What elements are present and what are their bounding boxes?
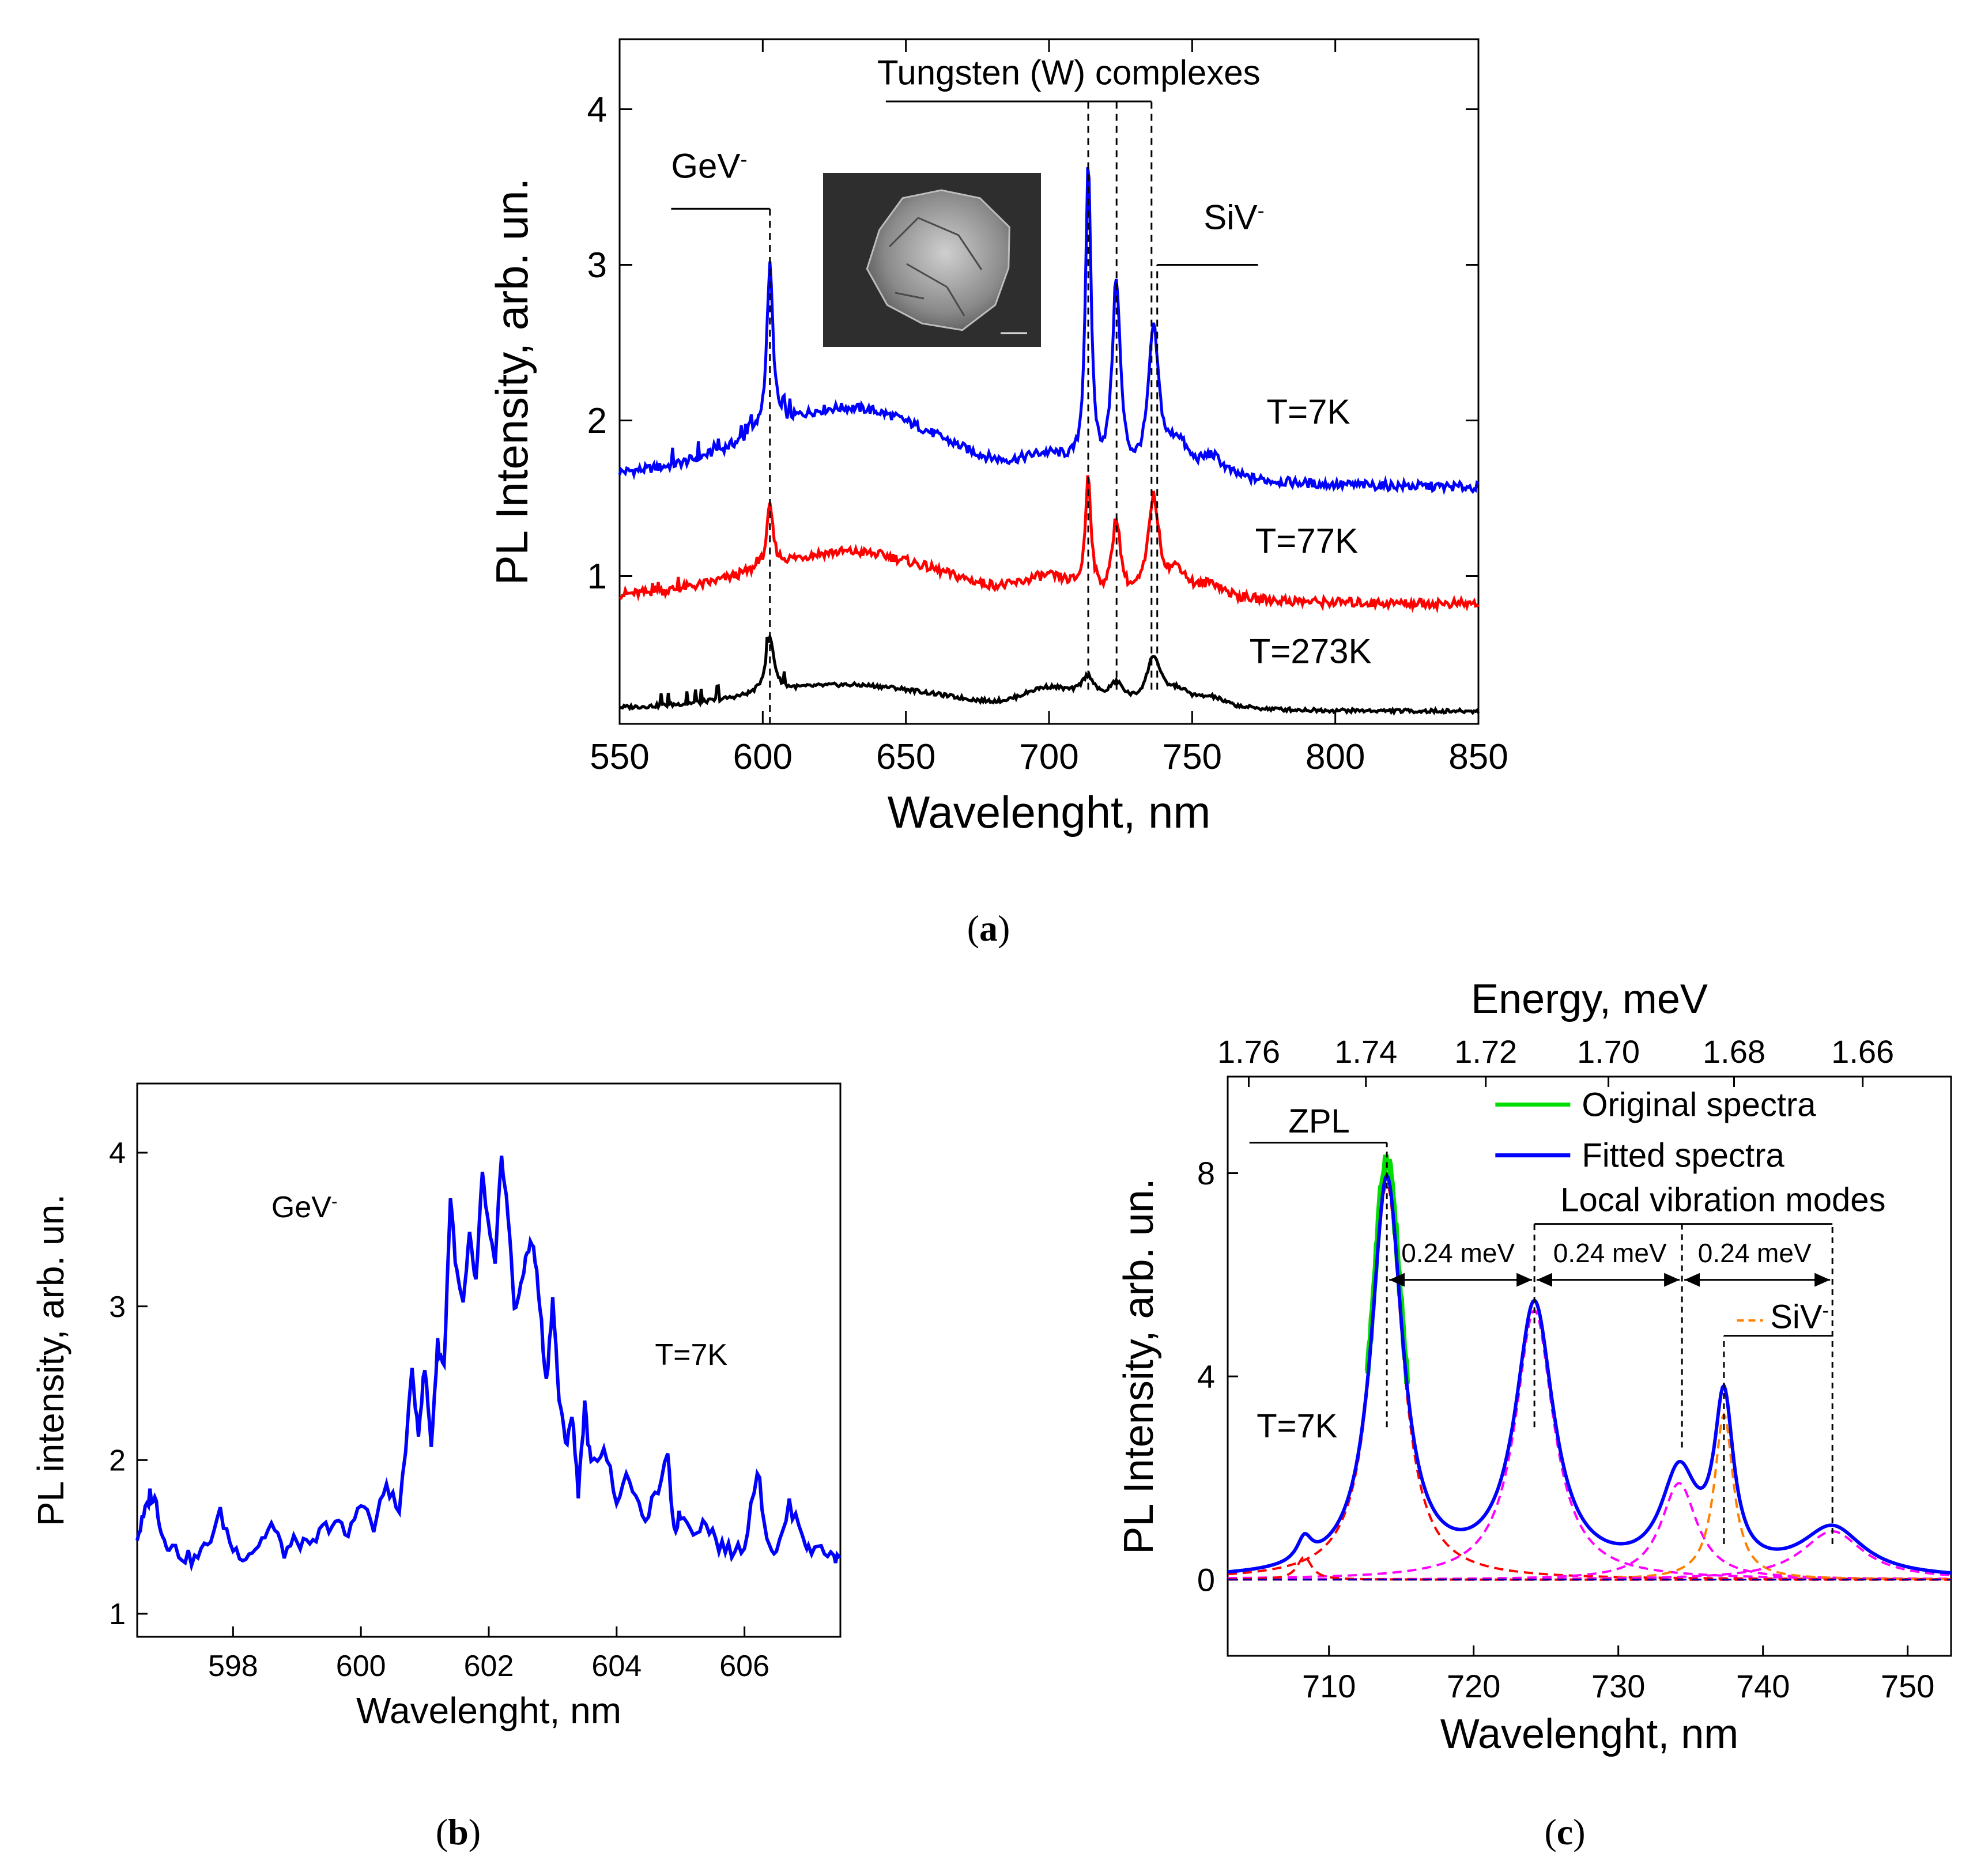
series-line-T=7K — [618, 167, 1480, 496]
crystal-facet — [957, 235, 983, 270]
y-tick-label: 1 — [587, 557, 607, 597]
y-tick-label: 2 — [109, 1444, 126, 1478]
x-tick-label: 550 — [590, 737, 649, 777]
y-tick-label: 4 — [109, 1137, 126, 1170]
x-tick-label: 650 — [876, 737, 935, 777]
crystal-facet — [906, 263, 948, 288]
panel-b-chart: 598 600 602 604 606 1 2 3 4 Wavelenght, nm PL inte… — [30, 1082, 842, 1731]
annotation-label: Tungsten (W) complexes — [877, 53, 1261, 92]
x-tick-label: 740 — [1736, 1668, 1790, 1704]
annotation-label: 0.24 meV — [1401, 1238, 1515, 1268]
series-line-T=7K — [135, 1155, 842, 1572]
annotation-label: T=77K — [1255, 522, 1358, 560]
x-tick-label: 710 — [1302, 1668, 1356, 1704]
annotation-label: T=7K — [1257, 1407, 1338, 1445]
annotation-label: SiV- — [1203, 198, 1264, 236]
x-tick-label: 720 — [1447, 1668, 1500, 1704]
series-line-T=77K — [619, 475, 1480, 614]
y-tick-label: 4 — [1197, 1358, 1215, 1395]
panel-c-chart: 710 720 730 740 750 0 4 8 Wavelenght, nm PL Inten… — [1116, 976, 1952, 1757]
legend: Original spectra Fitted spectra — [1495, 1086, 1816, 1175]
x-tick-label: 598 — [208, 1649, 258, 1683]
plot-frame — [618, 38, 1480, 725]
x-tick-label: 600 — [733, 737, 793, 777]
annotation-label: Local vibration modes — [1560, 1182, 1885, 1219]
x2-tick-label: 1.76 — [1217, 1033, 1280, 1070]
x2-tick-label: 1.72 — [1454, 1033, 1517, 1070]
x2-axis-label: Energy, meV — [1471, 976, 1708, 1022]
x2-tick-label: 1.74 — [1334, 1033, 1397, 1070]
y-tick-label: 0 — [1197, 1561, 1215, 1598]
y-axis-label: PL intensity, arb. un. — [30, 1194, 71, 1526]
series-line-fitted — [1227, 1172, 1952, 1575]
inset-sem-image — [823, 173, 1041, 347]
y-axis-label: PL Intensity, arb. un. — [1116, 1178, 1162, 1554]
x2-tick-label: 1.68 — [1703, 1033, 1765, 1070]
caption-c: (c) — [1544, 1811, 1585, 1852]
legend-label-original: Original spectra — [1582, 1086, 1816, 1123]
crystal-facet — [918, 217, 959, 236]
legend-label-fitted: Fitted spectra — [1582, 1137, 1784, 1175]
x-tick-label: 700 — [1019, 737, 1078, 777]
x-axis-label: Wavelenght, nm — [356, 1690, 621, 1731]
annotation-label: GeV- — [271, 1191, 337, 1224]
panel-a-chart: 550 600 650 700 750 800 850 1 2 3 4 Wavelenght, nm P… — [486, 38, 1508, 837]
annotation-label: T=273K — [1250, 632, 1372, 671]
x-tick-label: 750 — [1881, 1668, 1934, 1704]
crystal-facet — [946, 286, 965, 316]
x2-tick-label: 1.70 — [1577, 1033, 1640, 1070]
annotation-label: ZPL — [1288, 1103, 1349, 1140]
x2-tick-label: 1.66 — [1831, 1033, 1894, 1070]
x-tick-label: 606 — [719, 1649, 769, 1683]
y-tick-label: 3 — [109, 1290, 126, 1324]
annotation-label: T=7K — [1266, 392, 1350, 431]
x-tick-label: 850 — [1448, 737, 1508, 777]
y-tick-label: 4 — [587, 90, 607, 130]
annotation-label: GeV- — [671, 146, 747, 185]
annotation-label: 0.24 meV — [1698, 1238, 1812, 1268]
x-axis-label: Wavelenght, nm — [1440, 1711, 1739, 1757]
x-tick-label: 604 — [591, 1649, 642, 1683]
y-axis-label: PL Intensity, arb. un. — [486, 178, 537, 586]
x-tick-label: 750 — [1163, 737, 1222, 777]
annotation-label: SiV- — [1770, 1298, 1829, 1335]
caption-b: (b) — [436, 1811, 481, 1852]
annotation-label: 0.24 meV — [1553, 1238, 1667, 1268]
y-tick-label: 2 — [587, 401, 607, 441]
y-tick-label: 1 — [109, 1598, 126, 1631]
crystal-facet — [888, 217, 919, 248]
x-tick-label: 730 — [1591, 1668, 1645, 1704]
annotation-label: T=7K — [655, 1338, 727, 1372]
y-tick-label: 8 — [1197, 1155, 1215, 1191]
x-axis-label: Wavelenght, nm — [888, 787, 1211, 837]
y-tick-label: 3 — [587, 246, 607, 285]
x-tick-label: 602 — [464, 1649, 514, 1683]
component-LVM1 — [1228, 1309, 1951, 1580]
plot-frame — [1227, 1075, 1952, 1657]
x-tick-label: 800 — [1306, 737, 1365, 777]
x-tick-label: 600 — [336, 1649, 386, 1683]
series-line-T=273K — [618, 631, 1480, 716]
crystal-facet — [895, 292, 925, 300]
caption-a: (a) — [967, 908, 1010, 949]
